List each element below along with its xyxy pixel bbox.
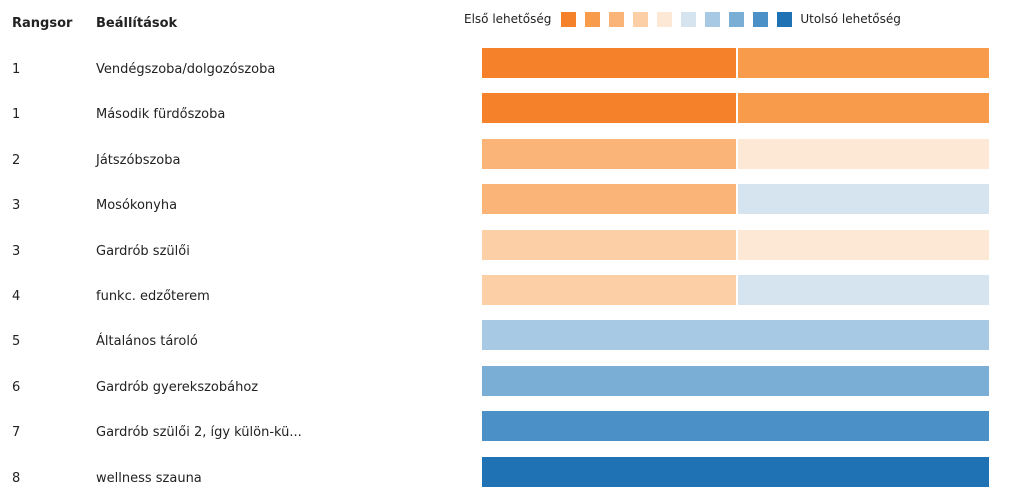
rank-distribution-bar [482,365,989,396]
rank-distribution-bar [482,229,989,260]
rank-value: 2 [12,152,21,168]
rank-distribution-bar [482,138,989,169]
legend-swatch-6 [681,11,697,27]
color-legend: Első lehetőség Utolsó lehetőség [464,10,901,28]
bar-segment-level-5 [735,229,989,260]
rank-column-header: Rangsor [12,16,73,31]
ranking-row: 4 funkc. edzőterem [0,274,1011,320]
bar-segment-level-6 [735,274,989,305]
legend-swatch-8 [729,11,745,27]
legend-first-label: Első lehetőség [464,12,552,26]
legend-swatch-3 [609,11,625,27]
bar-segment-level-3 [482,184,736,215]
legend-swatch-2 [585,11,601,27]
legend-swatch-1 [561,11,577,27]
rank-value: 1 [12,107,21,123]
ranking-row: 8 wellness szauna [0,456,1011,502]
ranking-row: 3 Gardrób szülői [0,229,1011,275]
rank-distribution-bar [482,274,989,305]
legend-last-label: Utolsó lehetőség [800,12,901,26]
bar-segment-level-2 [735,93,989,124]
option-label: Gardrób szülői [96,243,190,259]
ranking-row: 6 Gardrób gyerekszobához [0,365,1011,411]
ranking-rows: 1 Vendégszoba/dolgozószoba 1 Második fürdős… [0,48,1011,502]
rank-value: 3 [12,243,21,259]
rank-value: 3 [12,198,21,214]
option-column-header: Beállítások [96,16,178,31]
ranking-row: 3 Mosókonyha [0,184,1011,229]
bar-segment-level-6 [735,184,989,215]
option-label: Gardrób gyerekszobához [96,379,259,395]
bar-segment-level-4 [482,229,736,260]
rank-distribution-bar [482,93,989,124]
legend-swatch-4 [633,11,649,27]
rank-distribution-bar [482,411,989,442]
option-label: Vendégszoba/dolgozószoba [96,62,276,77]
rank-value: 4 [12,288,21,304]
bar-segment-level-1 [482,48,736,78]
option-label: funkc. edzőterem [96,288,210,304]
bar-segment-level-5 [735,138,989,169]
bar-segment-level-1 [482,93,736,124]
bar-segment-level-8 [482,365,989,396]
rank-value: 1 [12,62,21,77]
rank-value: 5 [12,334,21,350]
option-label: wellness szauna [96,470,202,486]
rank-distribution-bar [482,48,989,78]
ranking-row: 7 Gardrób szülői 2, így külön-kü... [0,411,1011,456]
bar-segment-level-7 [482,320,989,351]
option-label: Általános tároló [96,334,198,350]
rank-value: 8 [12,470,21,486]
legend-swatch-9 [753,11,769,27]
option-label: Gardrób szülői 2, így külön-kü... [96,425,302,441]
bar-segment-level-2 [735,48,989,78]
legend-swatches [561,11,793,27]
bar-segment-level-3 [482,138,736,169]
rank-distribution-bar [482,456,989,487]
option-label: Játszóbszoba [96,152,181,168]
rank-distribution-bar [482,184,989,215]
bar-segment-level-10 [482,456,989,487]
option-label: Második fürdőszoba [96,107,226,123]
legend-swatch-5 [657,11,673,27]
bar-segment-level-9 [482,411,989,442]
ranking-row: 1 Második fürdőszoba [0,93,1011,138]
option-label: Mosókonyha [96,198,178,214]
ranking-row: 1 Vendégszoba/dolgozószoba [0,48,1011,93]
legend-swatch-10 [777,11,793,27]
rank-value: 6 [12,379,21,395]
legend-swatch-7 [705,11,721,27]
rank-value: 7 [12,425,21,441]
bar-segment-level-4 [482,274,736,305]
rank-distribution-bar [482,320,989,351]
ranking-row: 5 Általános tároló [0,320,1011,365]
ranking-row: 2 Játszóbszoba [0,138,1011,184]
